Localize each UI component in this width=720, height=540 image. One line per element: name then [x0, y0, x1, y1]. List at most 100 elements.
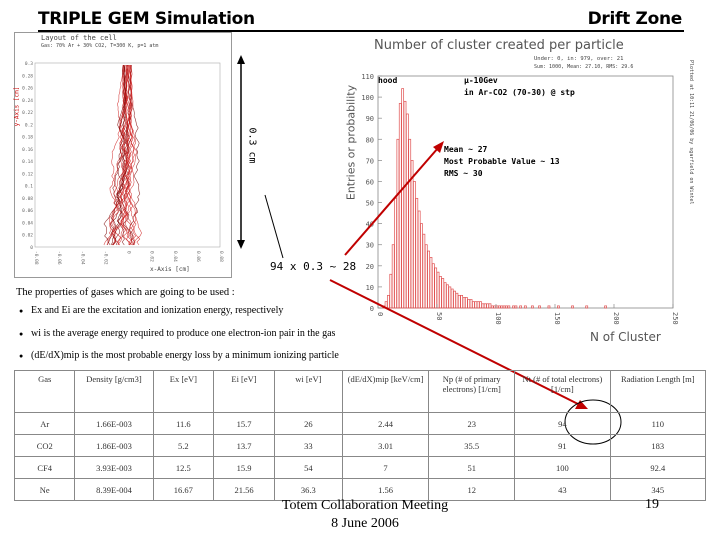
- y-tick-label: 90: [366, 115, 374, 123]
- cell-y-tick: 0.2: [25, 122, 33, 128]
- histogram-title: Number of cluster created per particle: [374, 38, 624, 53]
- drift-track: [121, 64, 142, 246]
- gas-properties-table: Gas Density [g/cm3] Ex [eV] Ei [eV] wi […: [13, 370, 707, 501]
- cell-layout-title: Layout of the cell: [41, 34, 117, 42]
- header-dedx: (dE/dX)mip [keV/cm]: [341, 370, 430, 413]
- x-tick-label: 150: [553, 312, 561, 325]
- table-cell: 33: [273, 434, 343, 457]
- legend-hood: hood: [378, 76, 398, 85]
- table-cell: 7: [341, 456, 430, 479]
- y-tick-label: 10: [366, 284, 374, 292]
- table-cell: 16.67: [152, 478, 215, 501]
- histogram-bar: [557, 305, 560, 309]
- histogram-bar: [538, 305, 541, 309]
- table-cell: 26: [273, 412, 343, 435]
- cell-y-tick: 0.16: [22, 147, 33, 153]
- cell-y-tick: 0: [30, 245, 33, 251]
- cell-x-tick: 0: [126, 251, 132, 254]
- cell-y-tick: 0.12: [22, 171, 33, 177]
- table-cell: 3.01: [341, 434, 430, 457]
- gas-properties-intro: The properties of gases which are going …: [16, 287, 235, 298]
- annotation-rms: RMS ~ 30: [444, 169, 483, 178]
- legend-particle: μ-10Gev: [464, 76, 498, 85]
- header-gas: Gas: [13, 370, 76, 413]
- histogram-stats-2: Sum: 1000, Mean: 27.10, RMS: 29.6: [534, 64, 634, 70]
- drift-track: [107, 64, 126, 246]
- x-tick-label: 200: [612, 312, 620, 325]
- table-cell: 91: [514, 434, 611, 457]
- header-nt: Nt (# of total electrons) [1/cm]: [514, 370, 611, 413]
- cell-y-tick: 0.18: [22, 135, 33, 141]
- cell-y-tick: 0.3: [25, 61, 33, 67]
- histogram-bar: [514, 305, 518, 309]
- cell-x-tick: -0.08: [33, 251, 39, 265]
- histogram-bar: [571, 305, 574, 309]
- drift-track: [112, 64, 127, 246]
- cell-y-tick: 0.02: [22, 233, 33, 239]
- cell-y-tick: 0.06: [22, 208, 33, 214]
- histogram-panel: Number of cluster created per particle U…: [338, 36, 700, 348]
- footer-meeting: Totem Collaboration Meeting: [281, 498, 449, 513]
- histogram-chart: 0 10 20 30 40 50 60 70 80 90 100 110 0 50 100 150 200 250: [361, 73, 679, 325]
- y-tick-label: 100: [361, 94, 374, 102]
- cell-x-axis-label: x-Axis [cm]: [150, 266, 190, 273]
- table-cell: 51: [428, 456, 516, 479]
- table-cell: Ne: [13, 478, 76, 501]
- y-tick-label: 40: [366, 221, 374, 229]
- cell-x-tick: 0.06: [195, 251, 201, 262]
- annotation-mpv: Most Probable Value ~ 13: [444, 157, 560, 166]
- drift-track: [112, 64, 136, 246]
- drift-track: [126, 64, 138, 246]
- histogram-stats-1: Under: 0, in: 979, over: 21: [534, 56, 624, 62]
- table-cell: 110: [609, 412, 707, 435]
- y-tick-label: 60: [366, 178, 374, 186]
- slide-title: TRIPLE GEM Simulation: [38, 9, 255, 29]
- table-cell: CF4: [13, 456, 76, 479]
- histogram-bar: [519, 305, 523, 309]
- histogram-bar: [585, 305, 589, 309]
- legend-gas: in Ar-CO2 (70-30) @ stp: [464, 88, 575, 97]
- gas-table-header-row: Gas Density [g/cm3] Ex [eV] Ei [eV] wi […: [13, 370, 707, 413]
- histogram-bar: [547, 305, 551, 309]
- x-tick-label: 100: [494, 312, 502, 325]
- table-cell: 3.93E-003: [74, 456, 154, 479]
- cell-x-tick: -0.06: [56, 251, 62, 265]
- table-cell: 5.2: [152, 434, 215, 457]
- table-row: Ne 8.39E-004 16.67 21.56 36.3 1.56 12 43…: [13, 478, 707, 501]
- cell-y-tick: 0.14: [22, 159, 33, 165]
- cell-y-tick: 0.04: [22, 220, 33, 226]
- table-cell: 100: [514, 456, 611, 479]
- header-wi: wi [eV]: [273, 370, 343, 413]
- table-cell: 183: [609, 434, 707, 457]
- y-tick-label: 0: [370, 305, 374, 313]
- cell-layout-subtitle: Gas: 70% Ar + 30% CO2, T=300 K, p=1 atm: [41, 43, 159, 49]
- calc-label: 94 x 0.3 ~ 28: [270, 260, 357, 273]
- table-cell: 11.6: [152, 412, 215, 435]
- cell-plot: 0.3 0.28 0.26 0.24 0.22 0.2 0.18 0.16 0.14 0.12 0.…: [22, 61, 224, 265]
- cell-x-tick: -0.04: [79, 251, 85, 265]
- cell-x-tick: 0.02: [149, 251, 155, 262]
- header-ex: Ex [eV]: [152, 370, 215, 413]
- x-tick-label: 0: [376, 312, 384, 316]
- histogram-bar: [507, 305, 511, 309]
- header-np: Np (# of primary electrons) [1/cm]: [428, 370, 516, 413]
- cell-y-tick: 0.08: [22, 196, 33, 202]
- table-cell: 43: [514, 478, 611, 501]
- cell-x-tick: -0.02: [102, 251, 108, 265]
- table-cell: 2.44: [341, 412, 430, 435]
- header-radiation-length: Radiation Length [m]: [609, 370, 707, 413]
- table-cell: 1.56: [341, 478, 430, 501]
- x-tick-label: 50: [435, 312, 443, 320]
- gas-bullet-1: Ex and Ei are the excitation and ionizat…: [19, 305, 283, 316]
- table-cell: 15.9: [213, 456, 275, 479]
- title-underline: [38, 30, 684, 32]
- y-tick-label: 70: [366, 157, 374, 165]
- histogram-bar: [531, 305, 534, 309]
- cell-x-tick: 0.04: [172, 251, 178, 262]
- cell-y-tick: 0.26: [22, 86, 33, 92]
- header-density: Density [g/cm3]: [74, 370, 154, 413]
- x-tick-label: 250: [671, 312, 679, 325]
- table-cell: 1.66E-003: [74, 412, 154, 435]
- cell-plot-frame: [34, 62, 221, 248]
- table-cell: Ar: [13, 412, 76, 435]
